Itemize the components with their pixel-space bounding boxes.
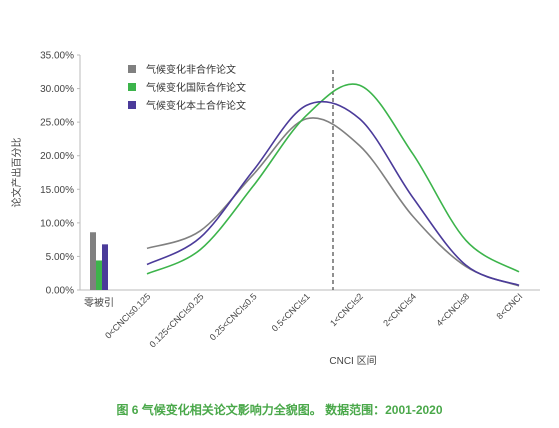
legend-swatch bbox=[128, 83, 136, 91]
line-chart: 0.00% 5.00% 10.00% 15.00% 20.00% 25.00% 30.00%… bbox=[10, 51, 540, 367]
legend-label: 气候变化非合作论文 bbox=[146, 63, 236, 76]
zero-citation-bar bbox=[96, 260, 102, 290]
legend-swatch bbox=[128, 101, 136, 109]
x-tick-label: 0.125<CNCI≤0.25 bbox=[147, 291, 205, 349]
y-tick-label: 0.00% bbox=[46, 286, 74, 297]
legend-swatch bbox=[128, 65, 136, 73]
x-tick-label: 4<CNCI≤8 bbox=[434, 291, 471, 328]
legend-label: 气候变化国际合作论文 bbox=[146, 81, 246, 94]
zero-citation-label: 零被引 bbox=[84, 296, 114, 309]
x-tick-label: 1<CNCI≤2 bbox=[328, 291, 365, 328]
y-tick-label: 35.00% bbox=[40, 51, 74, 62]
y-tick-label: 15.00% bbox=[40, 185, 74, 196]
x-tick-label: 8<CNCI bbox=[495, 291, 525, 321]
x-tick-label: 0.25<CNCI≤0.5 bbox=[208, 291, 259, 342]
figure-caption: 图 6 气候变化相关论文影响力全貌图。 数据范围：2001-2020 bbox=[116, 403, 443, 417]
series-line bbox=[146, 83, 520, 275]
x-tick-label: 0.5<CNCI≤1 bbox=[270, 291, 312, 333]
series-line bbox=[146, 100, 520, 287]
y-tick-label: 30.00% bbox=[40, 84, 74, 95]
y-axis-label: 论文产出百分比 bbox=[10, 138, 23, 208]
y-tick-label: 25.00% bbox=[40, 118, 74, 129]
zero-citation-bar bbox=[102, 244, 108, 290]
y-tick-label: 10.00% bbox=[40, 218, 74, 229]
series-line bbox=[146, 117, 520, 287]
y-tick-label: 20.00% bbox=[40, 151, 74, 162]
zero-citation-bar bbox=[90, 232, 96, 290]
legend-label: 气候变化本土合作论文 bbox=[146, 99, 246, 112]
y-tick-label: 5.00% bbox=[46, 252, 74, 263]
x-tick-label: 2<CNCI≤4 bbox=[381, 291, 418, 328]
x-axis-label: CNCI 区间 bbox=[329, 354, 376, 367]
